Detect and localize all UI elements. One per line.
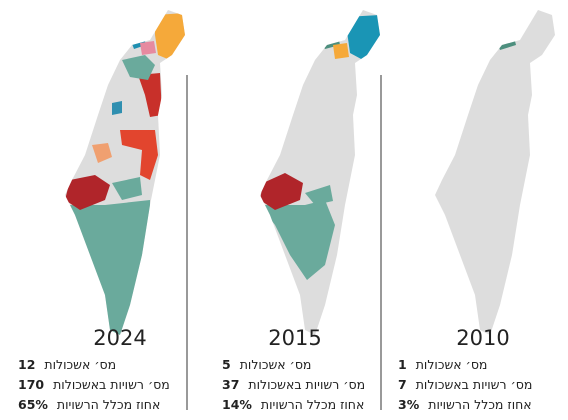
region (122, 55, 155, 80)
stat-label: אחוז מכלל הרשויות (428, 397, 532, 412)
stat-row: 5 מס׳ אשכולות (222, 357, 311, 372)
stat-row: 170 מס׳ רשויות באשכולות (18, 377, 170, 392)
map-2015 (260, 10, 380, 335)
stat-label: אחוז מכלל הרשויות (56, 397, 161, 412)
stat-label: מס׳ רשויות באשכולות (248, 377, 366, 392)
stat-row: 37 מס׳ רשויות באשכולות (222, 377, 365, 392)
region (305, 185, 333, 205)
stat-value: 7 (398, 377, 407, 392)
stat-value: 14% (222, 397, 252, 412)
stat-row: 14% אחוז מכלל הרשויות (222, 397, 364, 412)
stat-label: מס׳ אשכולות (239, 357, 312, 372)
region (140, 41, 156, 55)
region (155, 13, 185, 60)
stat-value: 3% (398, 397, 420, 412)
stat-value: 12 (18, 357, 36, 372)
stat-value: 1 (398, 357, 407, 372)
region (65, 200, 150, 335)
stat-value: 170 (18, 377, 45, 392)
stat-row: 7 מס׳ רשויות באשכולות (398, 377, 532, 392)
year: 2024 (93, 326, 147, 350)
stat-label: מס׳ רשויות באשכולות (415, 377, 533, 392)
stat-row: 1 מס׳ אשכולות (398, 357, 487, 372)
stat-row: 12 מס׳ אשכולות (18, 357, 116, 372)
region (260, 173, 303, 210)
region (260, 200, 335, 280)
stat-label: אחוז מכלל הרשויות (260, 397, 365, 412)
stat-row: 65% אחוז מכלל הרשויות (18, 397, 160, 412)
map-2010 (435, 10, 555, 335)
year: 2010 (456, 326, 510, 350)
region (112, 177, 142, 200)
region (112, 101, 122, 115)
stat-value: 5 (222, 357, 231, 372)
land (260, 10, 380, 335)
stat-row: 3% אחוז מכלל הרשויות (398, 397, 532, 412)
stat-value: 65% (18, 397, 48, 412)
map-2024 (65, 10, 185, 335)
region (333, 43, 349, 59)
land (435, 10, 555, 335)
stat-label: מס׳ אשכולות (415, 357, 488, 372)
stat-label: מס׳ אשכולות (44, 357, 117, 372)
region (120, 130, 158, 180)
region (92, 143, 112, 163)
region (65, 175, 110, 210)
year: 2015 (268, 326, 322, 350)
stat-label: מס׳ רשויות באשכולות (53, 377, 170, 392)
region (138, 73, 162, 117)
stat-value: 37 (222, 377, 240, 392)
